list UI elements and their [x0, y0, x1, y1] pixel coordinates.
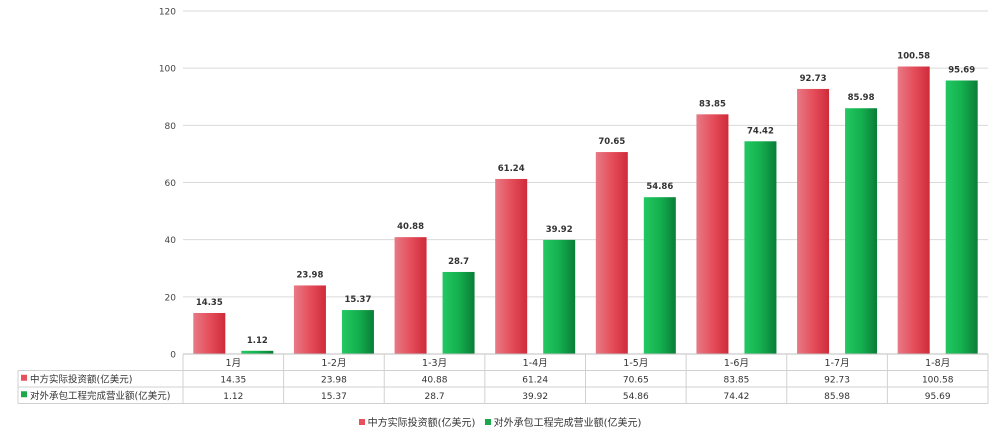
bar-investment — [595, 152, 628, 354]
y-tick-label: 0 — [170, 351, 176, 361]
table-value: 15.37 — [321, 392, 347, 402]
table-legend-key — [21, 391, 27, 398]
bar-investment — [394, 237, 427, 354]
table-value: 74.42 — [724, 392, 750, 402]
legend-label-investment: 中方实际投资额(亿美元) — [367, 418, 476, 429]
table-value: 95.69 — [925, 392, 951, 402]
category-label: 1-3月 — [422, 358, 447, 369]
bar-contracting — [341, 310, 374, 354]
data-label: 15.37 — [344, 295, 371, 305]
data-label: 83.85 — [699, 99, 726, 109]
table-value: 40.88 — [422, 375, 448, 385]
category-label: 1-4月 — [523, 358, 548, 369]
table-value: 83.85 — [724, 375, 750, 385]
bar-contracting — [845, 108, 878, 354]
legend-item-contracting: 对外承包工程完成营业额(亿美元) — [484, 414, 642, 429]
table-value: 85.98 — [824, 392, 850, 402]
data-label: 100.58 — [897, 52, 930, 62]
table-value: 1.12 — [223, 392, 243, 402]
table-legend-key — [21, 374, 27, 381]
bar-contracting — [241, 350, 274, 354]
table-value: 70.65 — [623, 375, 649, 385]
category-label: 1-5月 — [623, 358, 648, 369]
bar-investment — [293, 285, 326, 354]
category-label: 1-8月 — [925, 358, 950, 369]
data-label: 61.24 — [498, 164, 525, 174]
table-value: 39.92 — [522, 392, 548, 402]
table-value: 61.24 — [522, 375, 548, 385]
bar-investment — [696, 114, 729, 354]
data-label: 85.98 — [848, 93, 875, 103]
data-label: 1.12 — [247, 336, 268, 346]
y-tick-label: 40 — [165, 236, 177, 246]
category-label: 1月 — [226, 358, 242, 369]
bar-contracting — [744, 141, 777, 354]
bar-investment — [897, 66, 930, 354]
bar-contracting — [945, 80, 978, 354]
data-label: 54.86 — [646, 182, 673, 192]
series-name-label: 中方实际投资额(亿美元) — [30, 373, 132, 385]
y-axis-tick-labels: 0 20 40 60 80 100 120 — [159, 8, 176, 361]
bar-contracting — [643, 197, 676, 354]
bar-chart: 0 20 40 60 80 100 120 14.35 1.12 23.98 15.37 40.88… — [17, 8, 989, 404]
data-label: 39.92 — [546, 225, 573, 235]
data-labels: 14.35 1.12 23.98 15.37 40.88 28.7 61.24 39.92 70… — [196, 52, 975, 346]
y-tick-label: 80 — [165, 122, 177, 132]
y-tick-label: 120 — [159, 8, 176, 18]
data-table: 1月 1-2月 1-3月 1-4月 1-5月 1-6月 1-7月 1-8月中方实际投资额(亿美… — [17, 353, 989, 404]
data-label: 95.69 — [948, 65, 975, 75]
data-label: 14.35 — [196, 298, 223, 308]
bar-investment — [797, 88, 830, 354]
bar-contracting — [543, 239, 576, 354]
table-value: 23.98 — [321, 375, 347, 385]
data-label: 40.88 — [397, 222, 424, 232]
data-label: 74.42 — [747, 126, 774, 136]
table-value: 54.86 — [623, 392, 649, 402]
table-value: 100.58 — [922, 375, 954, 385]
category-label: 1-6月 — [724, 358, 749, 369]
data-label: 92.73 — [800, 74, 827, 84]
category-label: 1-2月 — [321, 358, 346, 369]
bar-investment — [193, 312, 226, 354]
category-label: 1-7月 — [825, 358, 850, 369]
data-label: 23.98 — [296, 270, 323, 280]
table-value: 92.73 — [824, 375, 850, 385]
y-tick-label: 100 — [159, 65, 176, 75]
bar-contracting — [442, 271, 475, 354]
y-tick-label: 20 — [165, 293, 177, 303]
table-value: 28.7 — [425, 392, 445, 402]
table-value: 14.35 — [220, 375, 246, 385]
bar-investment — [495, 178, 528, 354]
legend-item-investment: 中方实际投资额(亿美元) — [358, 414, 476, 429]
series-name-label: 对外承包工程完成营业额(亿美元) — [30, 390, 170, 402]
legend: 中方实际投资额(亿美元) 对外承包工程完成营业额(亿美元) — [0, 414, 1000, 429]
bars — [193, 66, 978, 354]
data-label: 70.65 — [598, 137, 625, 147]
legend-label-contracting: 对外承包工程完成营业额(亿美元) — [493, 418, 642, 429]
legend-swatch-contracting — [484, 419, 491, 425]
data-label: 28.7 — [448, 257, 469, 267]
legend-swatch-investment — [358, 419, 365, 425]
y-tick-label: 60 — [165, 179, 177, 189]
